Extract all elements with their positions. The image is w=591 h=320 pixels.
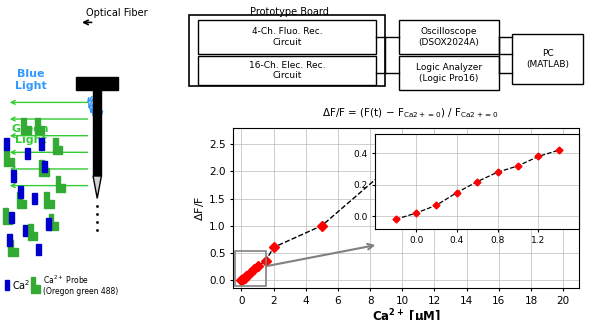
Text: Green
Light: Green Light (12, 124, 49, 145)
Text: Ca$^{2+}$: Ca$^{2+}$ (12, 278, 38, 292)
Text: 4-Ch. Fluo. Rec.
Circuit: 4-Ch. Fluo. Rec. Circuit (252, 27, 322, 47)
Text: Ca$^{2+}$ Probe
(Oregon green 488): Ca$^{2+}$ Probe (Oregon green 488) (43, 273, 118, 296)
Text: Prototype Board: Prototype Board (250, 7, 329, 17)
Polygon shape (39, 160, 48, 176)
Polygon shape (31, 277, 40, 293)
Polygon shape (48, 214, 59, 230)
Polygon shape (35, 118, 44, 134)
X-axis label: $\mathbf{Ca^{2+}}$ $\mathbf{[\mu M]}$: $\mathbf{Ca^{2+}}$ $\mathbf{[\mu M]}$ (372, 307, 441, 320)
Polygon shape (28, 224, 37, 240)
FancyBboxPatch shape (398, 20, 499, 54)
Text: 16-Ch. Elec. Rec.
Circuit: 16-Ch. Elec. Rec. Circuit (249, 61, 325, 80)
Text: Oscilloscope
(DSOX2024A): Oscilloscope (DSOX2024A) (418, 27, 479, 47)
Text: $\Delta$F/F = (F(t) $-$ F$_{\mathrm{Ca2+=0}}$) / F$_{\mathrm{Ca2+=0}}$: $\Delta$F/F = (F(t) $-$ F$_{\mathrm{Ca2+… (323, 106, 499, 120)
Polygon shape (3, 208, 12, 224)
FancyBboxPatch shape (189, 15, 385, 86)
Bar (76, 77, 118, 90)
Text: Logic Analyzer
(Logic Pro16): Logic Analyzer (Logic Pro16) (415, 63, 482, 83)
Text: PC
(MATLAB): PC (MATLAB) (526, 49, 569, 68)
FancyBboxPatch shape (398, 56, 499, 90)
Polygon shape (93, 176, 102, 198)
Polygon shape (21, 118, 31, 134)
Polygon shape (44, 192, 54, 208)
Bar (235, 251, 265, 286)
Y-axis label: $\Delta$F/F: $\Delta$F/F (193, 195, 206, 221)
Polygon shape (56, 176, 65, 192)
Polygon shape (4, 150, 14, 166)
Polygon shape (17, 192, 27, 208)
Polygon shape (53, 138, 63, 154)
Bar (93, 86, 102, 176)
Polygon shape (8, 240, 18, 256)
FancyBboxPatch shape (199, 56, 376, 85)
FancyBboxPatch shape (199, 20, 376, 54)
FancyBboxPatch shape (512, 34, 583, 84)
Text: Blue
Light: Blue Light (15, 69, 47, 91)
Text: Optical Fiber: Optical Fiber (86, 8, 148, 18)
